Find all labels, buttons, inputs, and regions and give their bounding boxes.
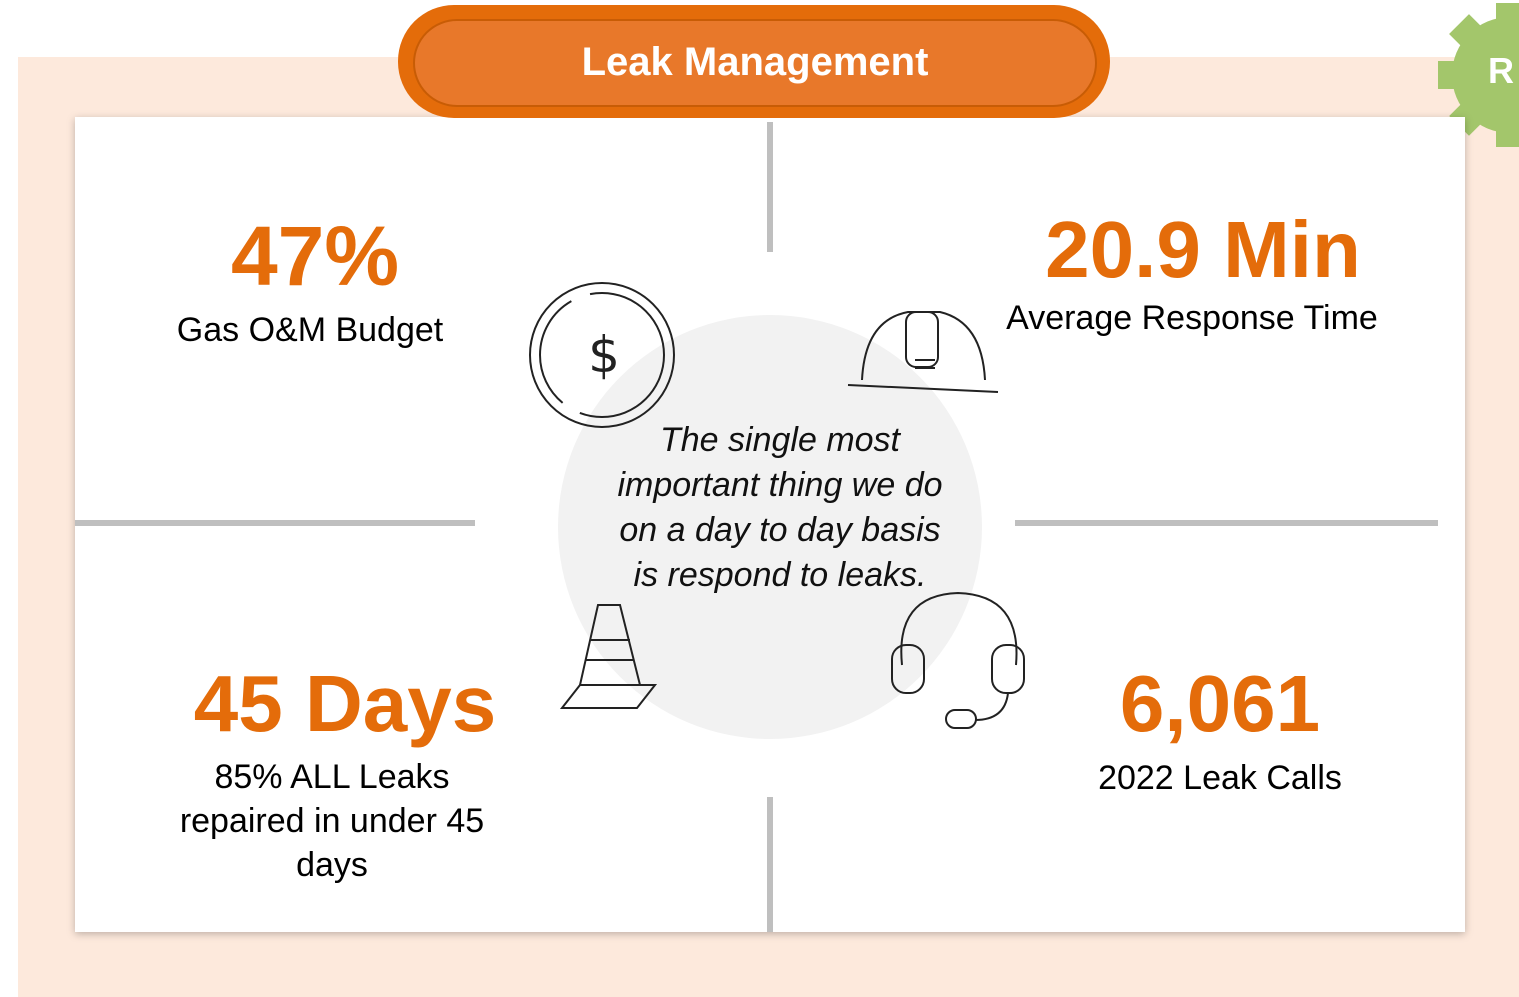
title-pill-inner — [413, 19, 1097, 107]
stat: 45 Days — [193, 659, 497, 748]
stat-label: Gas O&M Budget — [176, 311, 444, 349]
stat: 47% — [230, 209, 400, 303]
headset-icon — [891, 591, 1025, 729]
stat-label: Average Response Time — [1006, 299, 1378, 337]
icons: $ — [529, 282, 1025, 729]
center-circle — [558, 315, 982, 739]
badge-letter: R — [1488, 50, 1514, 91]
svg-text:$: $ — [588, 326, 620, 384]
dividers — [75, 122, 1438, 932]
helmet-icon — [847, 311, 999, 393]
dollar-icon: $ — [529, 282, 675, 428]
gear-badge — [1438, 3, 1519, 147]
stat-label: 2022 Leak Calls — [1098, 759, 1342, 797]
title: Leak Management — [581, 40, 929, 84]
stat-label: 85% ALL Leaks repaired in under 45 days — [179, 758, 485, 884]
cone-icon — [559, 604, 658, 709]
center-quote: The single most important thing we do on… — [617, 421, 943, 594]
stat: 20.9 Min — [1045, 205, 1361, 294]
stat: 6,061 — [1119, 659, 1321, 748]
